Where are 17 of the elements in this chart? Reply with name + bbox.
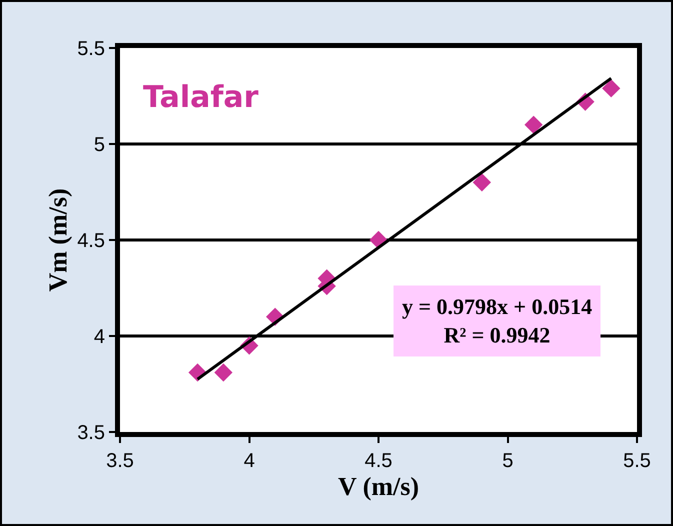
point [602, 79, 620, 98]
y-tick-label: 4.5 [77, 230, 105, 252]
point [524, 116, 543, 134]
y-axis-title: Vm (m/s) [44, 188, 73, 292]
y-tick-label: 5 [94, 134, 105, 156]
y-tick-label: 4 [94, 326, 105, 348]
annotation: Talafar [143, 80, 259, 115]
x-tick-label: 4.5 [364, 450, 392, 472]
x-tick-label: 5 [502, 450, 514, 472]
x-axis-title: V (m/s) [338, 472, 420, 501]
annotation: y = 0.9798x + 0.0514 R² = 0.9942 [402, 294, 592, 348]
y-tick-label: 3.5 [77, 422, 105, 444]
x-tick-label: 5.5 [623, 450, 651, 472]
point [214, 363, 232, 382]
x-tick-label: 4 [244, 450, 255, 472]
point [472, 173, 491, 192]
y-tick-label: 5.5 [77, 38, 105, 60]
